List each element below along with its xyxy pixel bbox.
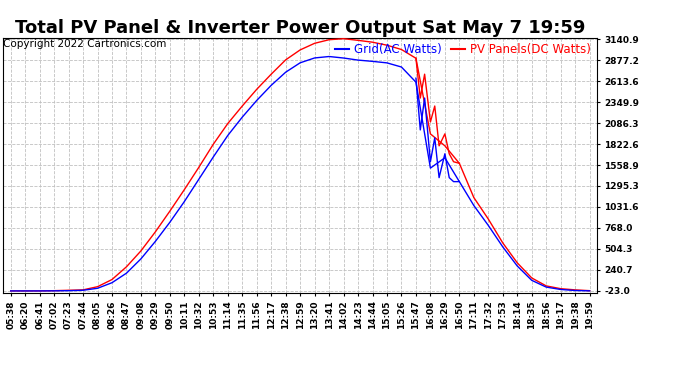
Legend: Grid(AC Watts), PV Panels(DC Watts): Grid(AC Watts), PV Panels(DC Watts) <box>335 44 591 56</box>
Text: Copyright 2022 Cartronics.com: Copyright 2022 Cartronics.com <box>3 39 167 49</box>
Title: Total PV Panel & Inverter Power Output Sat May 7 19:59: Total PV Panel & Inverter Power Output S… <box>15 20 585 38</box>
